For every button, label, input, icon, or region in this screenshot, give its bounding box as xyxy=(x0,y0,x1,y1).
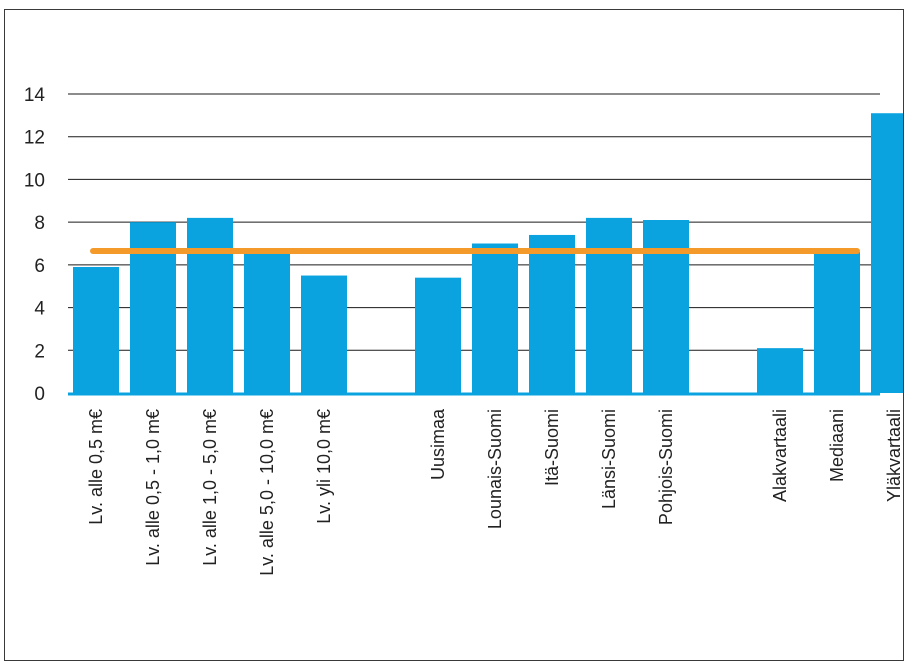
bar xyxy=(130,222,176,393)
bar xyxy=(301,275,347,393)
bar xyxy=(415,277,461,393)
x-tick-label: Alakvartaali xyxy=(770,409,790,502)
x-tick-label: Lv. alle 0,5 - 1,0 m€ xyxy=(143,409,163,566)
x-axis-category-labels: Lv. alle 0,5 m€ Lv. alle 0,5 - 1,0 m€ Lv. … xyxy=(86,408,903,576)
bar xyxy=(187,217,233,393)
bar xyxy=(871,113,903,393)
x-tick-label: Mediaani xyxy=(827,409,847,482)
x-tick-label: Pohjois-Suomi xyxy=(656,409,676,525)
y-axis-tick-labels: 0 2 4 6 8 10 12 14 xyxy=(24,85,46,405)
bar xyxy=(529,234,575,393)
x-tick-label: Länsi-Suomi xyxy=(599,409,619,509)
bar xyxy=(757,348,803,393)
y-tick-label: 8 xyxy=(34,213,45,234)
y-tick-label: 4 xyxy=(34,299,45,320)
x-tick-label: Uusimaa xyxy=(428,408,448,480)
y-tick-label: 6 xyxy=(34,256,45,277)
x-tick-label: Lv. alle 0,5 m€ xyxy=(86,409,106,525)
y-tick-label: 10 xyxy=(24,170,45,191)
y-tick-label: 12 xyxy=(24,128,45,149)
bar xyxy=(643,220,689,393)
x-tick-label: Lv. alle 1,0 - 5,0 m€ xyxy=(200,409,220,566)
bar xyxy=(73,266,119,393)
x-tick-label: Lv. yli 10,0 m€ xyxy=(314,409,334,524)
y-tick-label: 0 xyxy=(34,384,45,405)
x-tick-label: Lounais-Suomi xyxy=(485,409,505,529)
bar xyxy=(586,217,632,393)
bar xyxy=(814,252,860,393)
bar xyxy=(244,252,290,393)
y-tick-label: 14 xyxy=(24,85,46,106)
chart-frame: 0 2 4 6 8 10 12 14 Lv. alle 0,5 m€ Lv. alle 0,5 … xyxy=(4,9,904,661)
y-tick-label: 2 xyxy=(34,341,45,362)
bar xyxy=(472,243,518,393)
x-tick-label: Yläkvartaali xyxy=(884,409,903,502)
x-tick-label: Itä-Suomi xyxy=(542,409,562,486)
x-tick-label: Lv. alle 5,0 - 10,0 m€ xyxy=(257,409,277,576)
